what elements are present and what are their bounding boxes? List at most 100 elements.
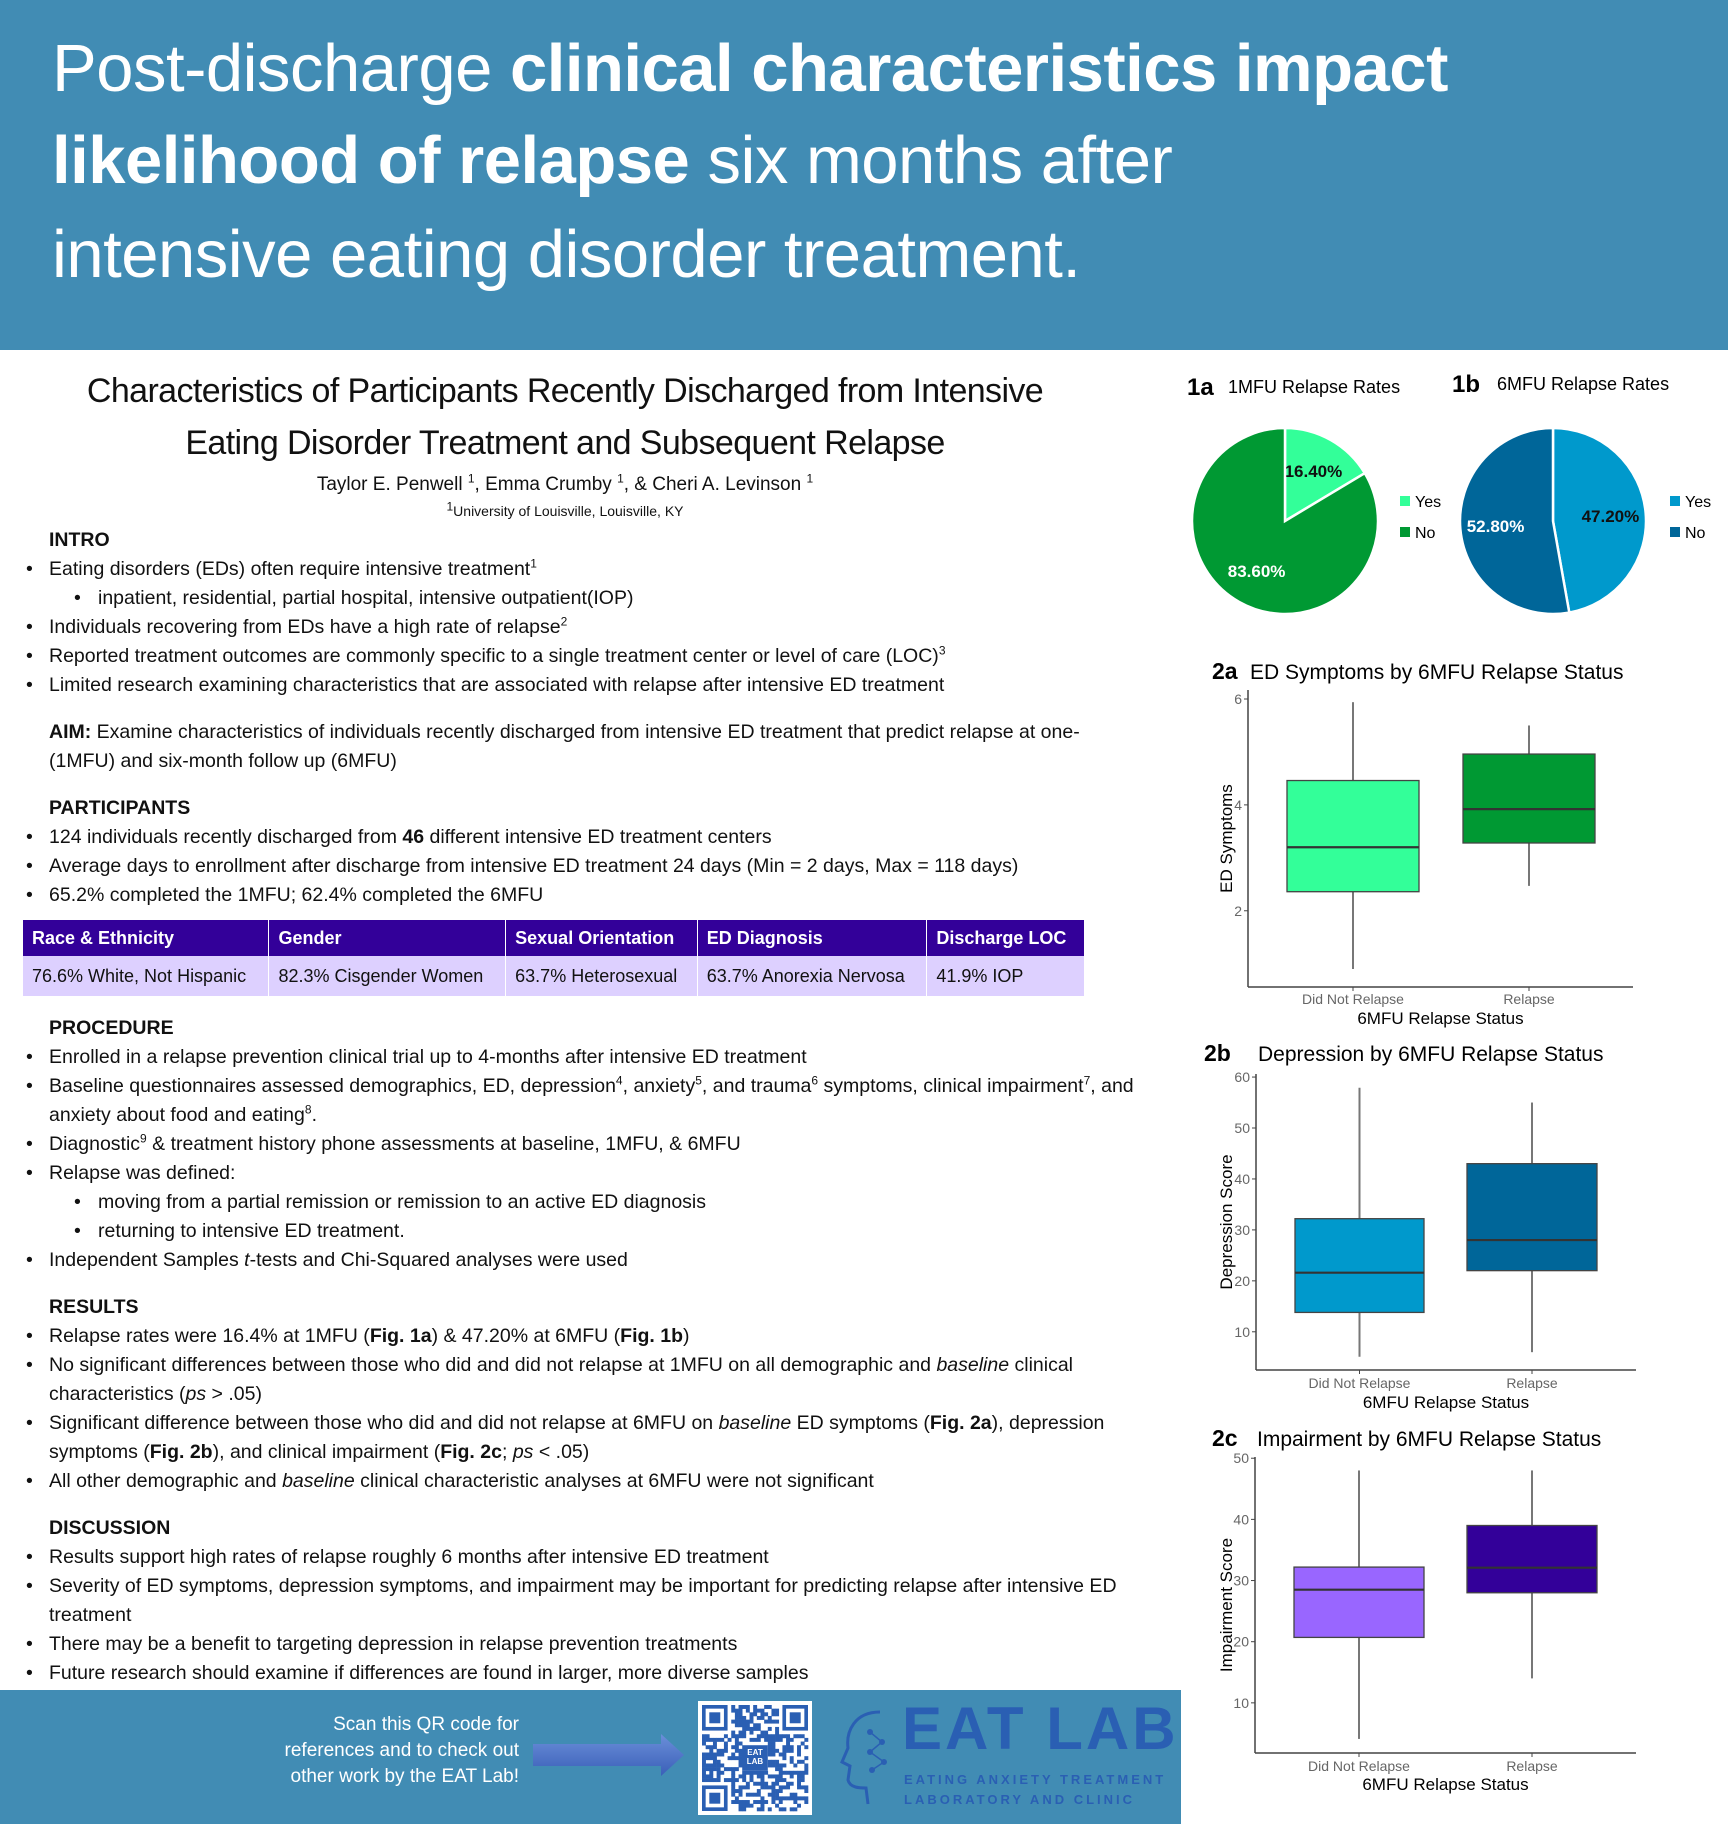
chart-title: 6MFU Relapse Rates (1497, 374, 1669, 394)
bullet-item: There may be a benefit to targeting depr… (26, 1630, 1151, 1659)
text-run: , & Cheri A. Levinson (623, 474, 807, 495)
text-run: 8 (304, 1102, 312, 1117)
column-header: Race & Ethnicity (23, 920, 270, 956)
text-run: 9 (140, 1131, 147, 1146)
text-run: Reported treatment outcomes are commonly… (49, 645, 939, 667)
text-run: Severity of ED symptoms, depression symp… (49, 1575, 1117, 1626)
bullet-item: Relapse was defined: (26, 1159, 1151, 1188)
chart-title: ED Symptoms by 6MFU Relapse Status (1250, 661, 1623, 684)
bullet-item: Future research should examine if differ… (26, 1659, 1151, 1688)
table-header-row: Race & Ethnicity Gender Sexual Orientation… (23, 920, 1085, 956)
table-cell: 41.9% IOP (926, 956, 1085, 996)
bullet-item: Eating disorders (EDs) often require int… (26, 555, 1151, 584)
text-run: Fig. 2b (149, 1441, 213, 1463)
text-run: Individuals recovering from EDs have a h… (49, 616, 561, 638)
figure-label: 2c (1212, 1425, 1238, 1451)
text-run: All other demographic and (49, 1470, 283, 1492)
text-run: Fig. 2a (929, 1412, 992, 1434)
text-run: baseline (936, 1354, 1010, 1376)
figure-label: 1b (1452, 371, 1480, 398)
text-run: , and trauma (701, 1075, 812, 1097)
y-tick-label: 20 (1233, 1634, 1249, 1650)
x-tick-label: Did Not Relapse (1308, 1758, 1410, 1774)
headline-line-1: Post-discharge clinical characteristics … (52, 30, 1448, 107)
text-run: , Emma Crumby (474, 474, 618, 495)
x-axis-title: 6MFU Relapse Status (1357, 1009, 1523, 1028)
text-run: ) & 47.20% at 6MFU ( (431, 1325, 621, 1347)
table-cell: 76.6% White, Not Hispanic (23, 956, 270, 996)
section-discussion: DISCUSSION Results support high rates of … (26, 1514, 1151, 1688)
legend-label: Yes (1685, 494, 1711, 511)
text-run: University of Louisville, Louisville, KY (453, 503, 684, 519)
legend-swatch (1670, 496, 1680, 506)
text-run: Future research should examine if differ… (49, 1662, 809, 1684)
chart-title: 1MFU Relapse Rates (1228, 377, 1400, 397)
table-row: 76.6% White, Not Hispanic 82.3% Cisgender… (23, 956, 1085, 996)
text-run: t (244, 1249, 250, 1271)
section-results: RESULTS Relapse rates were 16.4% at 1MFU … (26, 1293, 1151, 1496)
column-header: Gender (268, 920, 507, 956)
eat-lab-logo: EAT LAB EATING ANXIETY TREATMENT LABORAT… (840, 1695, 1176, 1815)
bullet-item: Relapse rates were 16.4% at 1MFU (Fig. 1… (26, 1322, 1151, 1351)
affiliation: 1University of Louisville, Louisville, K… (0, 500, 1130, 519)
bullet-item: Enrolled in a relapse prevention clinica… (26, 1043, 1151, 1072)
y-tick-label: 30 (1234, 1222, 1250, 1238)
qr-caption-line: other work by the EAT Lab! (290, 1766, 519, 1787)
text-run: moving from a partial remission or remis… (98, 1191, 706, 1213)
sub-bullet-item: inpatient, residential, partial hospital… (26, 584, 1151, 613)
text-run: Taylor E. Penwell (316, 474, 468, 495)
text-run: 2 (560, 614, 568, 629)
sub-bullet-item: moving from a partial remission or remis… (26, 1188, 1151, 1217)
pie-slice-no (1458, 426, 1571, 616)
text-run: Examine characteristics of individuals r… (49, 721, 1080, 772)
table-cell: 63.7% Heterosexual (505, 956, 698, 996)
slice-label: 52.80% (1467, 517, 1525, 536)
bullet-item: Reported treatment outcomes are commonly… (26, 642, 1151, 671)
chart-title: Impairment by 6MFU Relapse Status (1257, 1428, 1601, 1451)
pie-slice-no (1190, 426, 1380, 616)
text-run: 1 (467, 471, 475, 486)
footer: Scan this QR code for references and to … (0, 1690, 1181, 1824)
x-axis-title: 6MFU Relapse Status (1363, 1393, 1529, 1412)
text-run: ED symptoms ( (791, 1412, 930, 1434)
y-axis-title: Depression Score (1217, 1154, 1236, 1289)
box-did-not-relapse (1286, 779, 1420, 893)
text-run: baseline (718, 1412, 792, 1434)
y-axis-title: Impairment Score (1217, 1538, 1236, 1672)
qr-caption: Scan this QR code for references and to … (219, 1712, 519, 1790)
text-run: ) (683, 1325, 690, 1347)
poster-body: INTRO Eating disorders (EDs) often requir… (23, 526, 1151, 1688)
y-tick-label: 6 (1234, 691, 1242, 707)
text-run: 1 (617, 471, 624, 486)
x-tick-label: Relapse (1506, 1375, 1558, 1391)
section-heading: RESULTS (49, 1296, 139, 1318)
bullet-item: Independent Samples t-tests and Chi-Squa… (26, 1246, 1151, 1275)
text-run: ps (512, 1441, 534, 1463)
text-run: Baseline questionnaires assessed demogra… (49, 1075, 616, 1097)
figure-label: 1a (1187, 374, 1214, 401)
text-run: clinical characteristics impact (510, 31, 1448, 106)
bullet-item: All other demographic and baseline clini… (26, 1467, 1151, 1496)
y-tick-label: 50 (1234, 1120, 1250, 1136)
text-run: Enrolled in a relapse prevention clinica… (49, 1046, 807, 1068)
text-run: returning to intensive ED treatment. (98, 1220, 405, 1242)
legend-swatch (1670, 527, 1680, 537)
text-run: , anxiety (622, 1075, 696, 1097)
text-run: AIM: (49, 721, 92, 743)
text-run: ), and clinical impairment ( (212, 1441, 441, 1463)
right-arrow-icon (533, 1734, 684, 1776)
text-run: Relapse was defined: (49, 1162, 236, 1184)
legend-label: No (1685, 525, 1706, 542)
aim-paragraph: AIM: Examine characteristics of individu… (26, 718, 1151, 776)
text-run: Fig. 2c (440, 1441, 502, 1463)
y-tick-label: 50 (1233, 1450, 1249, 1466)
text-run: Fig. 1b (620, 1325, 684, 1347)
text-run: clinical characteristics ( (49, 1354, 1074, 1405)
text-run: ), depression symptoms ( (49, 1412, 1105, 1463)
qr-badge-text: EAT (747, 1748, 763, 1757)
pie-slice-yes (1283, 426, 1367, 524)
text-run: Eating disorders (EDs) often require int… (49, 558, 531, 580)
text-run: & treatment history phone assessments at… (146, 1133, 741, 1155)
